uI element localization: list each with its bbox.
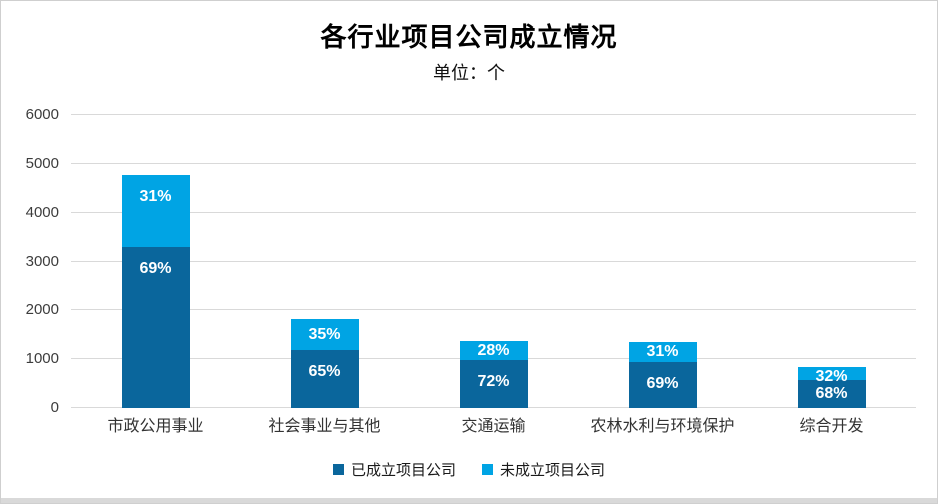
gridline-3000 <box>71 260 916 262</box>
bar-percent-label: 28% <box>477 341 510 359</box>
gridline-4000 <box>71 211 916 213</box>
chart-subtitle: 单位：个 <box>433 63 505 83</box>
bar-segment-已成立项目公司: 65% <box>290 350 359 408</box>
bar-segment-未成立项目公司: 35% <box>290 319 359 351</box>
gridline-5000 <box>71 162 916 164</box>
bar-segment-已成立项目公司: 72% <box>459 359 528 408</box>
bar-segment-已成立项目公司: 69% <box>121 246 190 408</box>
legend-swatch-icon <box>332 464 344 475</box>
bottom-edge <box>1 498 937 503</box>
bar-segment-未成立项目公司: 31% <box>628 341 697 363</box>
y-tick-label: 1000 <box>25 350 59 368</box>
y-tick-label: 5000 <box>25 154 59 172</box>
x-category-label: 交通运输 <box>461 418 526 435</box>
bar-percent-label: 68% <box>815 385 848 403</box>
y-tick-label: 3000 <box>25 252 59 270</box>
legend-item-未成立项目公司: 未成立项目公司 <box>482 459 605 480</box>
bar-percent-label: 31% <box>139 187 172 205</box>
bar-percent-label: 35% <box>308 325 341 343</box>
y-tick-label: 2000 <box>25 301 59 319</box>
bar-percent-label: 69% <box>646 375 679 393</box>
y-tick-label: 6000 <box>25 106 59 123</box>
legend-label: 未成立项目公司 <box>500 462 606 479</box>
gridline-2000 <box>71 309 916 311</box>
bar-segment-已成立项目公司: 69% <box>628 362 697 408</box>
gridline-6000 <box>71 114 916 115</box>
bar-percent-label: 65% <box>308 363 341 381</box>
bar-percent-label: 32% <box>815 368 848 385</box>
bar-segment-未成立项目公司: 31% <box>121 174 190 247</box>
bar-percent-label: 72% <box>477 372 510 390</box>
bar-percent-label: 69% <box>139 259 172 277</box>
y-tick-label: 0 <box>50 399 59 416</box>
y-tick-label: 4000 <box>25 203 59 221</box>
plot-area: 69% 31% 65% 35% 72% 28% 69% 31% 68% 32% <box>71 114 916 408</box>
x-category-label: 综合开发 <box>799 418 864 435</box>
chart-title: 各行业项目公司成立情况 <box>320 22 618 52</box>
bar-segment-已成立项目公司: 68% <box>797 380 866 408</box>
legend-item-已成立项目公司: 已成立项目公司 <box>332 459 456 480</box>
bar-segment-未成立项目公司: 28% <box>459 340 528 360</box>
x-category-label: 社会事业与其他 <box>268 418 381 435</box>
x-category-label: 市政公用事业 <box>107 418 204 435</box>
legend: 已成立项目公司 未成立项目公司 <box>1 459 937 480</box>
legend-label: 已成立项目公司 <box>350 462 456 479</box>
x-category-label: 农林水利与环境保护 <box>590 418 735 435</box>
legend-swatch-icon <box>482 464 493 475</box>
bar-percent-label: 31% <box>646 343 679 361</box>
bar-segment-未成立项目公司: 32% <box>797 367 866 385</box>
